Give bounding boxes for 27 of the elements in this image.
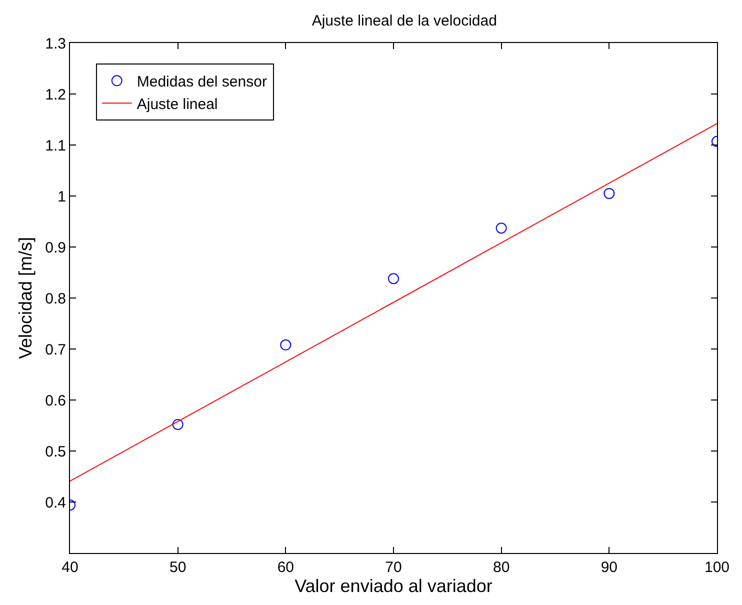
y-tick-label: 0.7: [45, 341, 66, 358]
x-tick-label: 90: [600, 559, 618, 576]
x-tick-label: 60: [277, 559, 294, 576]
y-tick-label: 0.9: [45, 239, 66, 256]
x-tick-label: 50: [169, 559, 186, 576]
y-tick-label: 1.1: [45, 137, 66, 154]
y-tick-label: 0.4: [45, 494, 66, 512]
y-tick-label: 0.8: [45, 290, 66, 308]
x-tick-label: 40: [62, 559, 78, 576]
legend-label: Ajuste lineal: [136, 96, 218, 113]
chart-title: Ajuste lineal de la velocidad: [312, 12, 497, 30]
point: [496, 222, 507, 234]
y-axis-title: Velocidad [m/s]: [15, 236, 36, 360]
y-tick-label: 0.6: [45, 392, 66, 410]
y-tick-label: 1.2: [45, 86, 66, 104]
x-axis-title: Valor enviado al variador: [294, 576, 492, 596]
x-tick-label: 100: [704, 559, 730, 576]
y-tick-label: 1.3: [45, 35, 66, 52]
x-tick-label: 80: [492, 559, 510, 576]
point: [388, 273, 399, 284]
y-tick-label: 0.5: [45, 443, 66, 460]
x-tick-label: 70: [385, 559, 402, 576]
point: [172, 418, 184, 430]
y-tick-label: 1: [58, 188, 66, 206]
point: [604, 188, 615, 199]
legend-label: Medidas del sensor: [136, 74, 267, 90]
point: [280, 339, 292, 350]
